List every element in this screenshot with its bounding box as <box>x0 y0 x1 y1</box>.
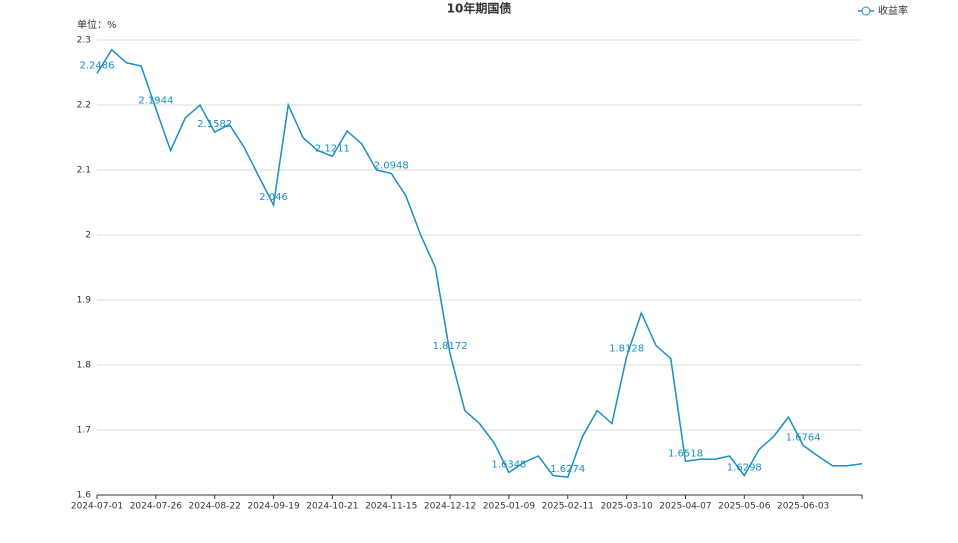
legend-label: 收益率 <box>878 4 908 17</box>
data-label: 1.8172 <box>433 341 468 352</box>
x-tick-label: 2024-07-01 <box>71 502 123 512</box>
data-label: 1.6274 <box>550 464 585 475</box>
y-tick-label: 1.6 <box>77 491 92 501</box>
y-tick-label: 1.8 <box>77 361 92 371</box>
x-tick-label: 2025-06-03 <box>777 502 829 512</box>
x-tick-label: 2025-04-07 <box>659 502 711 512</box>
data-label: 1.6764 <box>786 432 821 443</box>
x-tick-label: 2025-02-11 <box>542 502 594 512</box>
y-tick-label: 1.9 <box>77 296 92 306</box>
x-tick-label: 2024-11-15 <box>365 502 417 512</box>
line <box>96 48 863 479</box>
x-tick-label: 2025-05-06 <box>718 502 771 512</box>
y-tick-label: 2 <box>85 231 91 241</box>
legend-marker <box>861 6 871 16</box>
x-tick-label: 2024-10-21 <box>306 502 358 512</box>
y-tick-label: 2.2 <box>77 101 91 111</box>
x-tick-label: 2024-07-26 <box>130 502 183 512</box>
unit-label: 单位：% <box>77 18 117 31</box>
data-label: 2.0948 <box>374 160 409 171</box>
data-label: 2.1582 <box>197 119 232 130</box>
x-tick-label: 2024-12-12 <box>424 502 476 512</box>
data-label: 2.1944 <box>138 96 173 107</box>
y-tick-label: 1.7 <box>77 426 91 436</box>
y-tick-label: 2.3 <box>77 36 91 46</box>
x-tick-label: 2024-09-19 <box>247 502 300 512</box>
data-label: 1.6298 <box>727 463 762 474</box>
x-tick-label: 2024-08-22 <box>189 502 241 512</box>
x-tick-label: 2025-01-09 <box>483 502 536 512</box>
data-label: 2.1211 <box>315 143 350 154</box>
chart-title: 10年期国债 <box>447 1 512 16</box>
data-label: 1.8128 <box>609 344 644 355</box>
y-tick-label: 2.1 <box>77 166 91 176</box>
x-tick-label: 2025-03-10 <box>600 502 653 512</box>
data-label: 2.2486 <box>80 60 115 71</box>
data-label: 1.6518 <box>668 448 703 459</box>
data-label: 1.6348 <box>491 459 526 470</box>
data-label: 2.046 <box>259 192 288 203</box>
